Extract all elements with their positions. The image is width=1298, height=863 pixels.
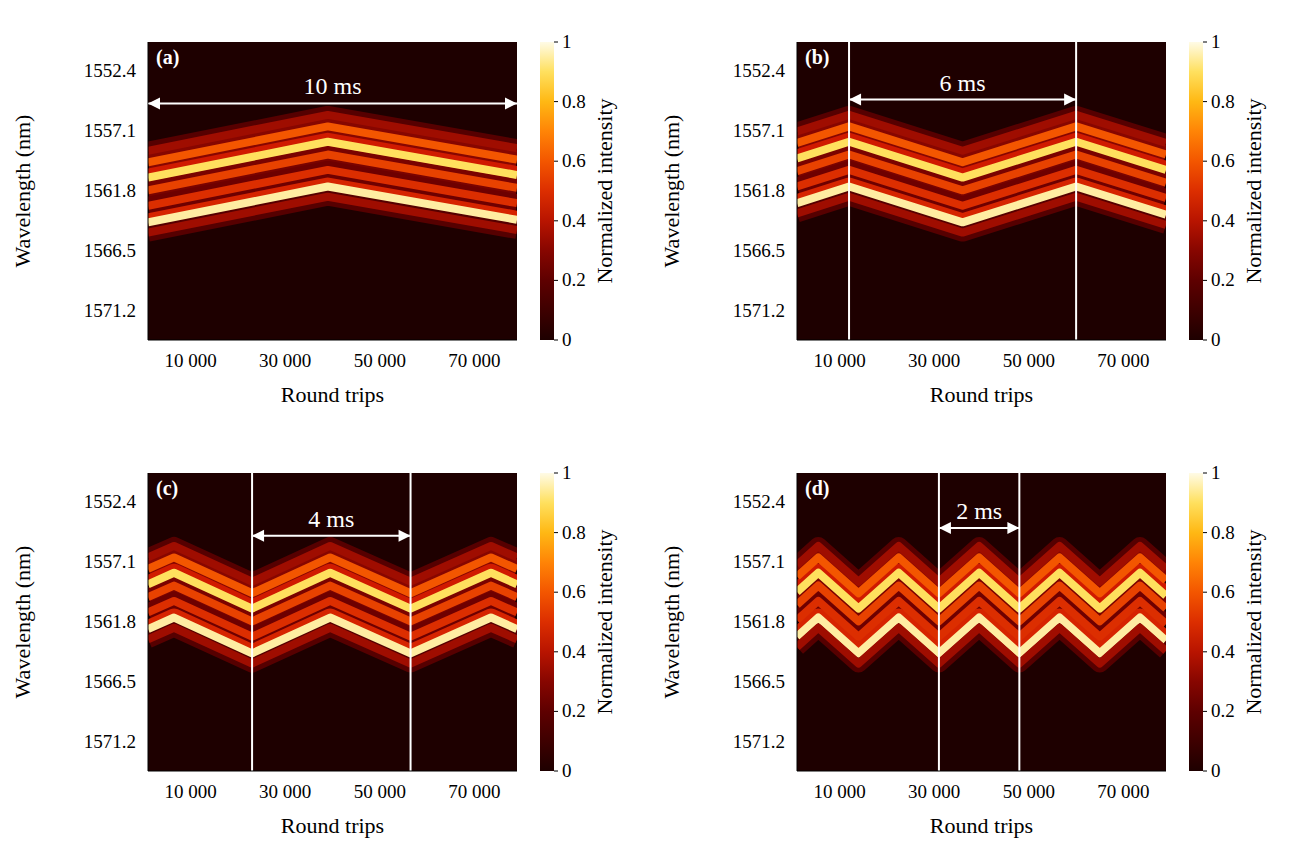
svg-text:70 000: 70 000 xyxy=(1097,350,1149,371)
svg-text:0.8: 0.8 xyxy=(562,91,586,112)
svg-text:50 000: 50 000 xyxy=(354,350,406,371)
svg-text:(c): (c) xyxy=(156,477,178,500)
svg-text:0.8: 0.8 xyxy=(562,522,586,543)
svg-text:10 000: 10 000 xyxy=(164,350,216,371)
svg-text:Normalized intensity: Normalized intensity xyxy=(592,98,617,283)
svg-text:1571.2: 1571.2 xyxy=(733,731,785,752)
svg-text:50 000: 50 000 xyxy=(354,781,406,802)
svg-text:Normalized intensity: Normalized intensity xyxy=(1241,529,1266,714)
svg-text:0.2: 0.2 xyxy=(1211,269,1235,290)
svg-text:1: 1 xyxy=(562,31,572,52)
svg-text:Wavelength (nm): Wavelength (nm) xyxy=(659,546,684,699)
svg-text:6 ms: 6 ms xyxy=(940,70,986,96)
svg-text:0.2: 0.2 xyxy=(562,700,586,721)
svg-text:0.2: 0.2 xyxy=(562,269,586,290)
svg-text:1552.4: 1552.4 xyxy=(733,60,786,81)
svg-text:1: 1 xyxy=(562,462,572,483)
svg-text:1: 1 xyxy=(1211,31,1221,52)
svg-text:(a): (a) xyxy=(156,46,179,69)
svg-text:0.6: 0.6 xyxy=(562,150,586,171)
svg-text:70 000: 70 000 xyxy=(1097,781,1149,802)
svg-text:1561.8: 1561.8 xyxy=(733,180,785,201)
svg-text:10 ms: 10 ms xyxy=(303,73,361,99)
svg-text:0.8: 0.8 xyxy=(1211,522,1235,543)
svg-text:0.4: 0.4 xyxy=(1211,210,1235,231)
svg-text:10 000: 10 000 xyxy=(813,781,865,802)
svg-text:30 000: 30 000 xyxy=(259,350,311,371)
svg-text:0: 0 xyxy=(562,329,572,350)
svg-text:1566.5: 1566.5 xyxy=(84,240,136,261)
svg-text:1571.2: 1571.2 xyxy=(733,300,785,321)
svg-text:70 000: 70 000 xyxy=(448,350,500,371)
svg-text:Normalized intensity: Normalized intensity xyxy=(592,529,617,714)
svg-text:1552.4: 1552.4 xyxy=(84,60,137,81)
svg-text:10 000: 10 000 xyxy=(813,350,865,371)
svg-text:2 ms: 2 ms xyxy=(956,498,1002,524)
svg-text:1561.8: 1561.8 xyxy=(84,180,136,201)
svg-text:1557.1: 1557.1 xyxy=(84,551,136,572)
svg-text:0.6: 0.6 xyxy=(562,581,586,602)
svg-text:Round trips: Round trips xyxy=(930,813,1033,838)
svg-text:1557.1: 1557.1 xyxy=(733,551,785,572)
svg-text:30 000: 30 000 xyxy=(908,350,960,371)
svg-text:Round trips: Round trips xyxy=(281,382,384,407)
svg-text:4 ms: 4 ms xyxy=(308,506,354,532)
svg-text:30 000: 30 000 xyxy=(908,781,960,802)
svg-text:0.4: 0.4 xyxy=(562,210,586,231)
svg-text:Wavelength (nm): Wavelength (nm) xyxy=(10,115,35,268)
svg-text:1561.8: 1561.8 xyxy=(84,611,136,632)
svg-text:0.4: 0.4 xyxy=(1211,641,1235,662)
svg-text:50 000: 50 000 xyxy=(1003,781,1055,802)
svg-text:0.6: 0.6 xyxy=(1211,150,1235,171)
svg-text:1552.4: 1552.4 xyxy=(733,491,786,512)
svg-text:30 000: 30 000 xyxy=(259,781,311,802)
svg-text:50 000: 50 000 xyxy=(1003,350,1055,371)
svg-text:0.8: 0.8 xyxy=(1211,91,1235,112)
svg-text:1561.8: 1561.8 xyxy=(733,611,785,632)
svg-text:1571.2: 1571.2 xyxy=(84,300,136,321)
svg-text:0: 0 xyxy=(1211,760,1221,781)
svg-text:0.2: 0.2 xyxy=(1211,700,1235,721)
svg-text:70 000: 70 000 xyxy=(448,781,500,802)
svg-text:1566.5: 1566.5 xyxy=(733,240,785,261)
svg-text:Wavelength (nm): Wavelength (nm) xyxy=(10,546,35,699)
svg-text:Round trips: Round trips xyxy=(281,813,384,838)
svg-text:10 000: 10 000 xyxy=(164,781,216,802)
svg-text:0.4: 0.4 xyxy=(562,641,586,662)
svg-text:Wavelength (nm): Wavelength (nm) xyxy=(659,115,684,268)
svg-text:(d): (d) xyxy=(805,477,829,500)
svg-text:0: 0 xyxy=(562,760,572,781)
svg-text:1566.5: 1566.5 xyxy=(733,671,785,692)
svg-text:1571.2: 1571.2 xyxy=(84,731,136,752)
svg-text:1557.1: 1557.1 xyxy=(84,120,136,141)
svg-text:1552.4: 1552.4 xyxy=(84,491,137,512)
svg-text:1557.1: 1557.1 xyxy=(733,120,785,141)
svg-text:1566.5: 1566.5 xyxy=(84,671,136,692)
svg-text:0: 0 xyxy=(1211,329,1221,350)
svg-text:Round trips: Round trips xyxy=(930,382,1033,407)
svg-text:0.6: 0.6 xyxy=(1211,581,1235,602)
svg-text:1: 1 xyxy=(1211,462,1221,483)
svg-text:Normalized intensity: Normalized intensity xyxy=(1241,98,1266,283)
svg-text:(b): (b) xyxy=(805,46,829,69)
